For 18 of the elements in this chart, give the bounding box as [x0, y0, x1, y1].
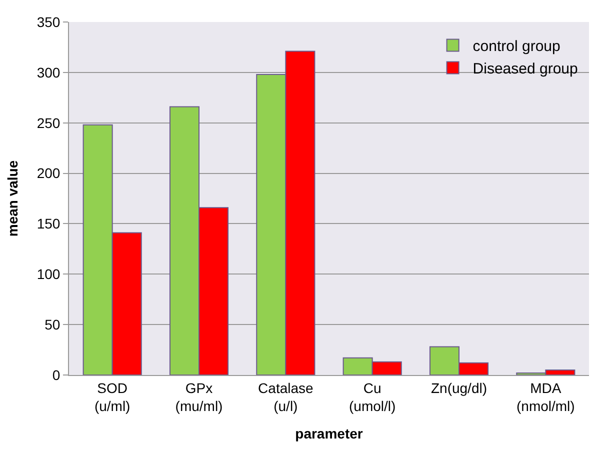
x-tick-label: Cu (umol/l) [348, 380, 396, 414]
y-tick-label: 100 [36, 266, 60, 282]
y-tick-label: 200 [36, 165, 60, 182]
x-axis-title: parameter [295, 425, 364, 442]
y-tick-label: 150 [36, 216, 60, 232]
x-tick-label: SOD (u/ml) [94, 380, 130, 414]
legend-label: control group [472, 38, 560, 56]
x-tick-label: Zn(ug/dl) [430, 380, 488, 396]
x-tick-label: MDA (nmol/ml) [516, 380, 575, 414]
x-tick-label: GPx (mu/ml) [175, 380, 223, 414]
y-tick-label: 250 [36, 114, 60, 131]
x-tick-label: Catalase (u/l) [258, 380, 314, 414]
legend-label: Diseased group [472, 60, 578, 78]
y-axis-title: mean value [4, 160, 20, 237]
y-tick-label: 300 [36, 64, 60, 80]
y-tick-label: 350 [36, 14, 60, 30]
y-tick-label: 50 [44, 316, 60, 332]
y-tick-label: 0 [52, 366, 60, 383]
